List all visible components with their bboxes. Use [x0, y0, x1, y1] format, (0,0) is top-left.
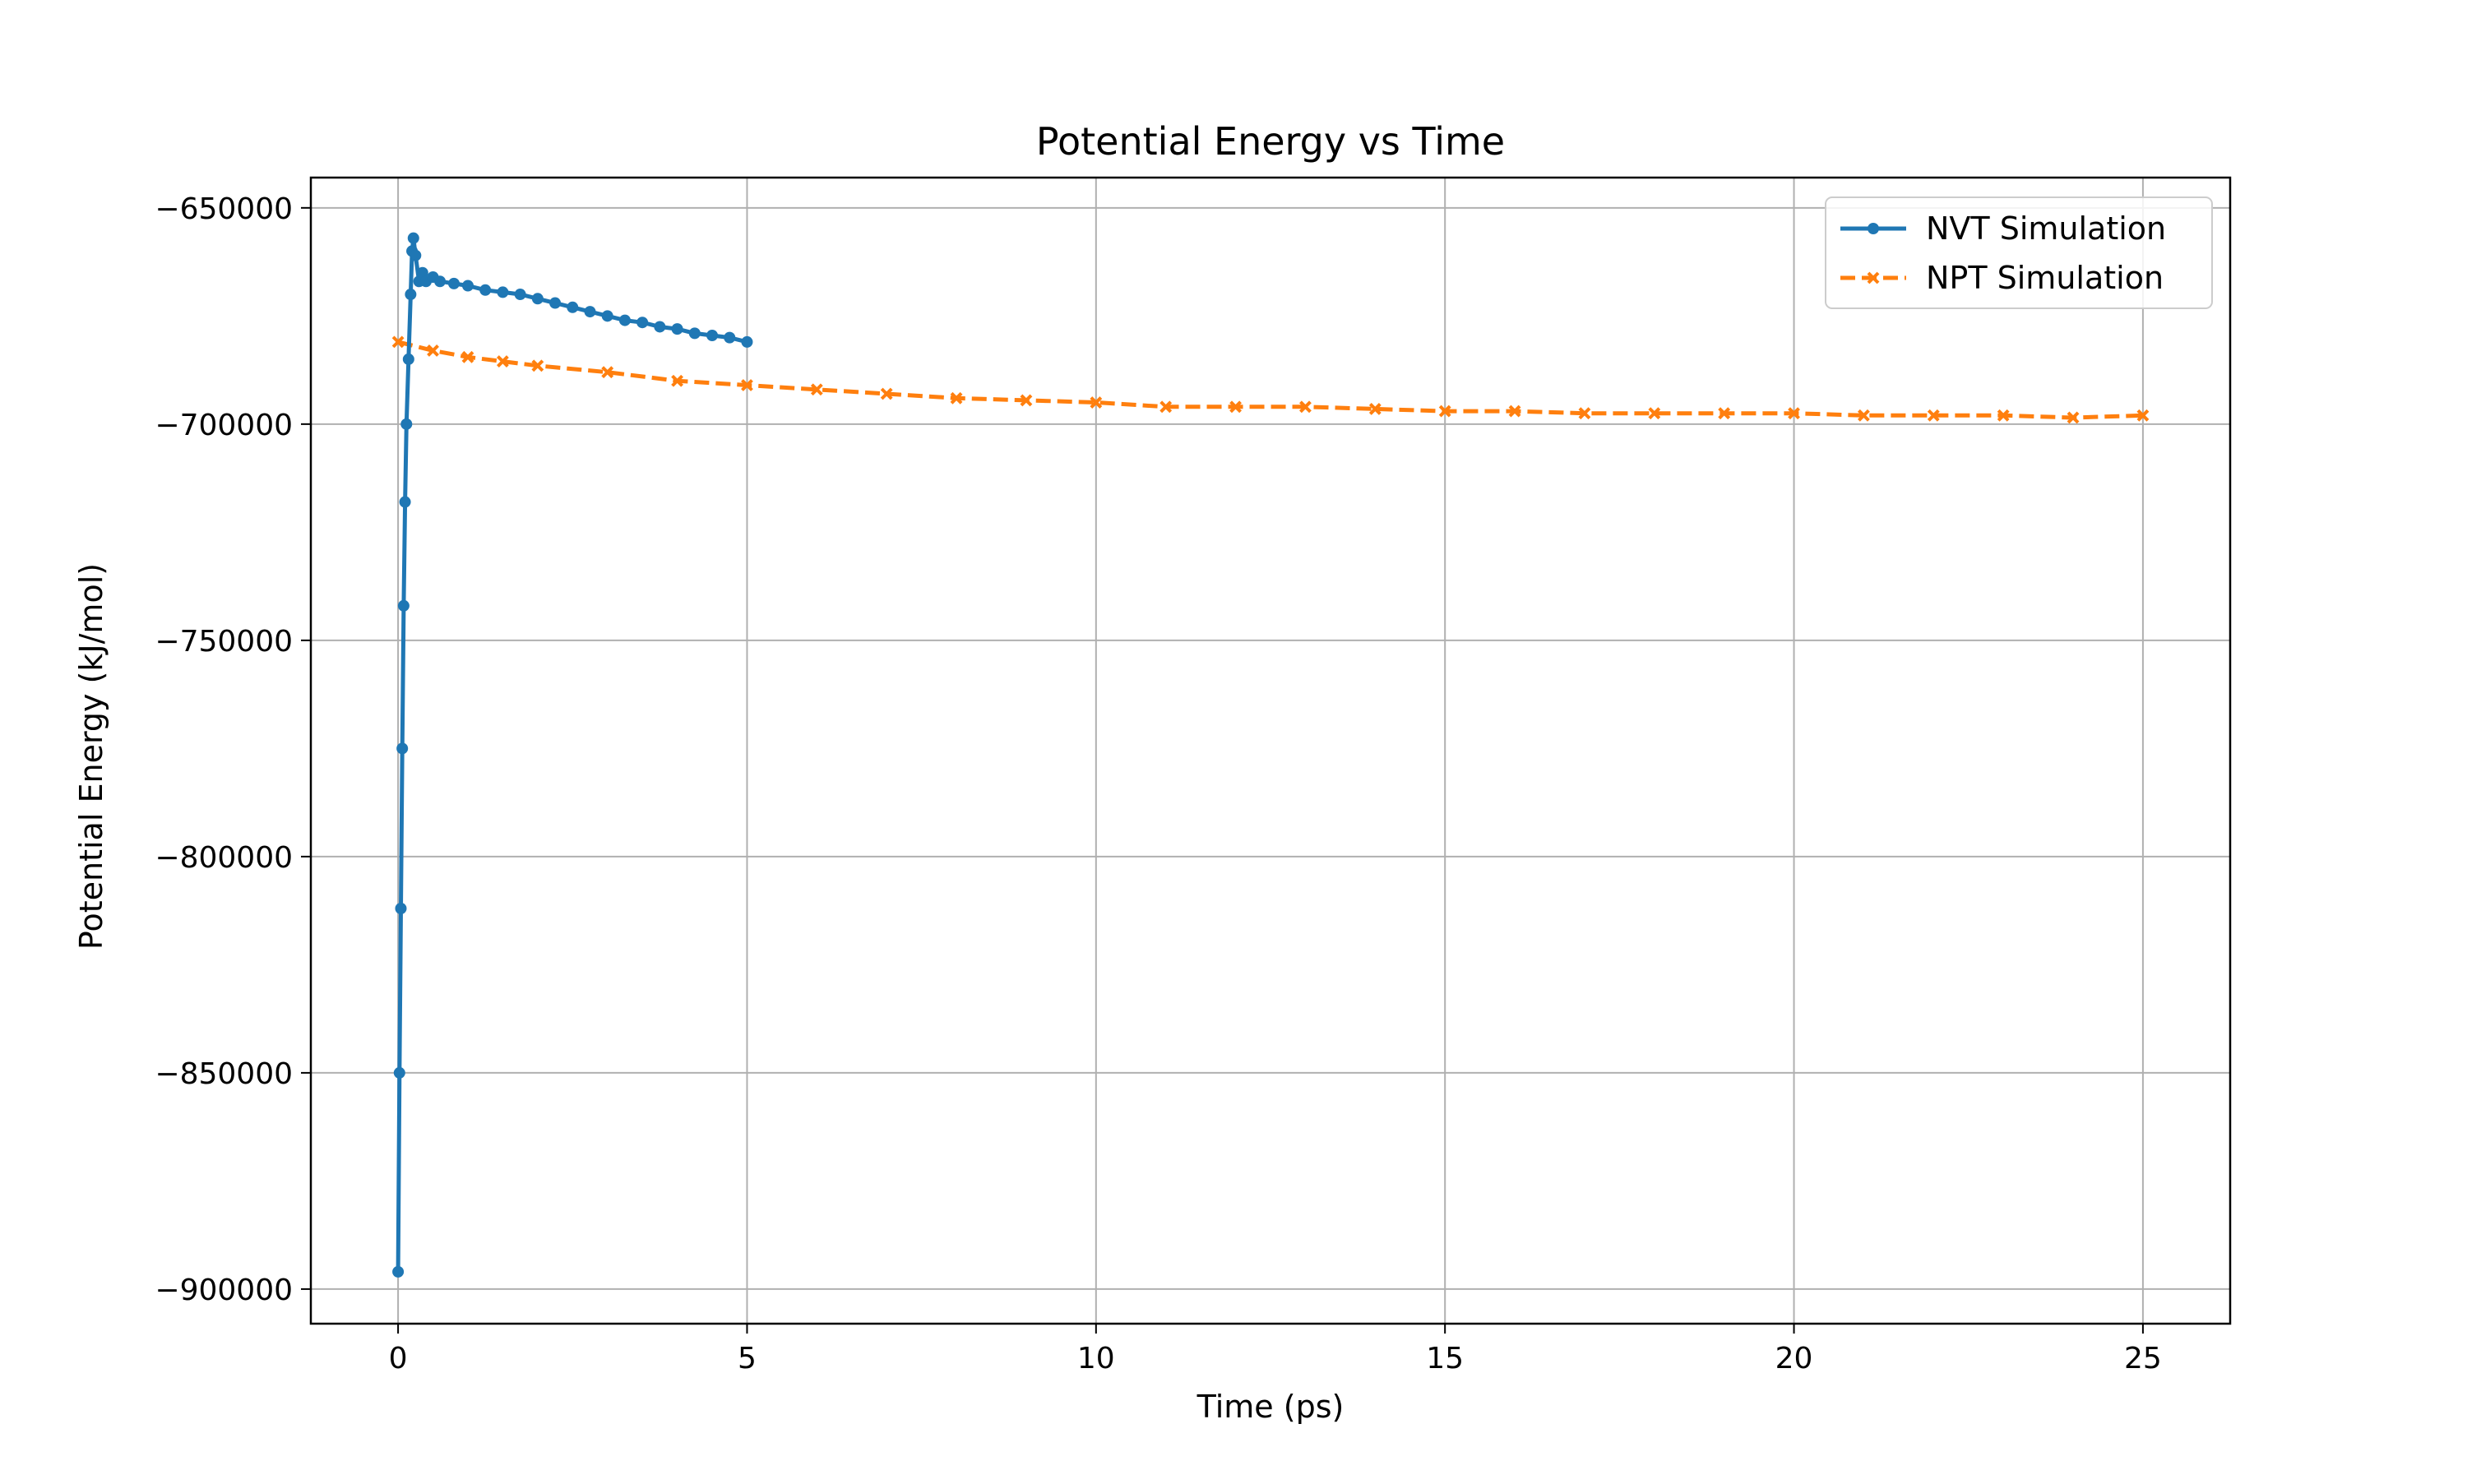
series-layer	[391, 232, 2150, 1278]
legend-label: NPT Simulation	[1926, 260, 2164, 296]
data-point	[654, 321, 666, 333]
y-tick-label: −800000	[155, 841, 293, 875]
data-point	[391, 335, 405, 349]
data-point	[531, 359, 544, 372]
data-point	[402, 353, 414, 365]
data-point	[1090, 396, 1103, 409]
y-tick-label: −900000	[155, 1274, 293, 1307]
x-tick-label: 5	[738, 1342, 757, 1375]
data-point	[407, 232, 419, 244]
data-point	[1508, 405, 1521, 418]
data-point	[880, 387, 893, 400]
data-point	[671, 323, 683, 335]
data-point	[447, 277, 460, 289]
data-point	[514, 289, 526, 301]
data-point	[601, 310, 613, 322]
y-axis-label: Potential Energy (kJ/mol)	[73, 563, 109, 950]
data-point	[1788, 407, 1800, 420]
data-point	[461, 280, 474, 292]
data-point	[618, 314, 631, 326]
x-tick-label: 15	[1426, 1342, 1464, 1375]
data-point	[496, 355, 509, 368]
data-point	[1020, 394, 1033, 407]
data-point	[810, 383, 823, 396]
plot-frame	[309, 176, 2232, 1325]
data-point	[2136, 409, 2150, 422]
data-point	[567, 301, 579, 313]
data-point	[1229, 400, 1242, 414]
data-point	[1299, 400, 1312, 414]
data-point	[405, 289, 417, 301]
x-tick-label: 25	[2124, 1342, 2162, 1375]
legend: NVT Simulation NPT Simulation	[1825, 196, 2213, 309]
data-point	[479, 284, 492, 296]
data-point	[1718, 407, 1731, 420]
data-point	[1648, 407, 1661, 420]
data-point	[706, 330, 719, 342]
data-point	[1858, 409, 1870, 422]
data-point	[1927, 409, 1940, 422]
data-point	[601, 366, 614, 379]
legend-label: NVT Simulation	[1926, 210, 2166, 247]
chart-title: Potential Energy vs Time	[1036, 119, 1505, 164]
data-point	[393, 1066, 405, 1079]
data-point	[396, 742, 409, 755]
data-point	[584, 306, 596, 318]
data-point	[461, 350, 474, 363]
y-tick-label: −650000	[155, 192, 293, 226]
data-point	[395, 903, 407, 915]
y-tick-label: −750000	[155, 625, 293, 659]
data-point	[2067, 411, 2080, 424]
data-point	[1368, 403, 1382, 415]
data-point	[427, 344, 439, 357]
x-axis-label: Time (ps)	[1196, 1389, 1345, 1425]
data-point	[741, 335, 753, 348]
data-point	[434, 275, 447, 288]
data-point	[531, 293, 544, 305]
legend-marker	[1868, 223, 1879, 234]
data-point	[950, 391, 963, 405]
y-tick-label: −700000	[155, 409, 293, 442]
data-point	[400, 418, 413, 430]
x-tick-label: 20	[1775, 1342, 1813, 1375]
data-point	[392, 1265, 405, 1278]
data-point	[1438, 405, 1451, 418]
data-point	[1997, 409, 2010, 422]
series-line-npt-simulation	[397, 340, 2143, 420]
data-point	[397, 599, 410, 612]
data-point	[724, 331, 736, 344]
data-point	[741, 379, 753, 391]
data-point	[399, 496, 411, 508]
data-point	[549, 297, 562, 309]
data-point	[636, 317, 649, 329]
legend-marker	[1867, 271, 1880, 284]
data-point	[410, 249, 422, 261]
x-tick-label: 10	[1077, 1342, 1115, 1375]
data-point	[416, 266, 428, 279]
data-point	[671, 374, 683, 387]
x-tick-label: 0	[389, 1342, 408, 1375]
legend-box	[1825, 196, 2213, 309]
data-point	[1159, 400, 1173, 414]
y-tick-label: −850000	[155, 1057, 293, 1091]
data-point	[688, 327, 701, 340]
axis-ticks: 0 5 10 15 20 25 −650000 −700000 −750000 −800000 −8…	[155, 192, 2161, 1375]
data-point	[1578, 407, 1591, 420]
data-point	[497, 286, 509, 298]
